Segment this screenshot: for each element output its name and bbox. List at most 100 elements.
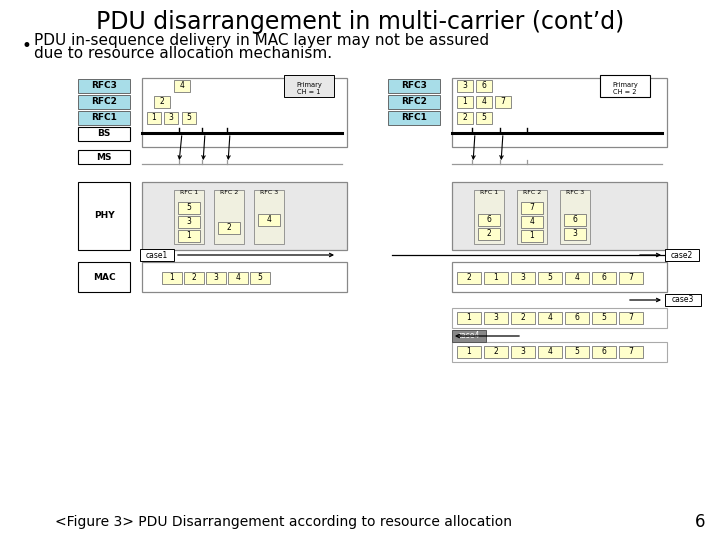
- Text: 6: 6: [482, 82, 487, 91]
- Bar: [142, 182, 347, 250]
- Bar: [565, 312, 589, 324]
- Bar: [214, 190, 244, 244]
- Text: CH = 1: CH = 1: [297, 89, 320, 95]
- Text: RFC 3: RFC 3: [260, 191, 278, 195]
- Bar: [154, 96, 170, 108]
- Bar: [218, 222, 240, 234]
- Bar: [388, 79, 440, 93]
- Bar: [452, 308, 667, 328]
- Text: 4: 4: [530, 218, 534, 226]
- Text: 3: 3: [494, 314, 498, 322]
- Text: RFC 1: RFC 1: [180, 191, 198, 195]
- Bar: [665, 294, 701, 306]
- Bar: [78, 150, 130, 164]
- Bar: [484, 346, 508, 358]
- Bar: [665, 249, 699, 261]
- Text: 7: 7: [530, 204, 534, 213]
- Text: case1: case1: [146, 251, 168, 260]
- Text: 6: 6: [602, 348, 606, 356]
- Text: 5: 5: [602, 314, 606, 322]
- Text: MAC: MAC: [93, 273, 115, 281]
- Text: RFC 2: RFC 2: [523, 191, 541, 195]
- Text: 1: 1: [530, 232, 534, 240]
- Bar: [511, 272, 535, 284]
- Bar: [560, 190, 590, 244]
- Text: RFC 3: RFC 3: [566, 191, 584, 195]
- Text: RFC3: RFC3: [91, 82, 117, 91]
- Bar: [142, 262, 347, 292]
- Text: 7: 7: [629, 273, 634, 282]
- Bar: [538, 272, 562, 284]
- Text: RFC2: RFC2: [91, 98, 117, 106]
- Bar: [258, 214, 280, 226]
- Text: 3: 3: [168, 113, 174, 123]
- Text: 7: 7: [629, 314, 634, 322]
- Bar: [78, 182, 130, 250]
- Bar: [538, 312, 562, 324]
- Bar: [142, 78, 347, 147]
- Bar: [619, 346, 643, 358]
- Bar: [457, 312, 481, 324]
- Text: 5: 5: [548, 273, 552, 282]
- Text: 1: 1: [170, 273, 174, 282]
- Bar: [147, 112, 161, 124]
- Bar: [452, 330, 486, 342]
- Bar: [254, 190, 284, 244]
- Text: 3: 3: [521, 273, 526, 282]
- Text: 4: 4: [548, 314, 552, 322]
- Text: 5: 5: [186, 113, 192, 123]
- Bar: [388, 111, 440, 125]
- Text: 2: 2: [494, 348, 498, 356]
- Bar: [521, 202, 543, 214]
- Text: 1: 1: [467, 348, 472, 356]
- Text: 4: 4: [575, 273, 580, 282]
- Text: 2: 2: [487, 230, 491, 239]
- Bar: [564, 228, 586, 240]
- Text: 5: 5: [482, 113, 487, 123]
- Bar: [564, 214, 586, 226]
- Text: 5: 5: [186, 204, 192, 213]
- Bar: [565, 346, 589, 358]
- Bar: [452, 342, 667, 362]
- Bar: [228, 272, 248, 284]
- Bar: [619, 272, 643, 284]
- Bar: [140, 249, 174, 261]
- Text: 6: 6: [572, 215, 577, 225]
- Bar: [592, 346, 616, 358]
- Text: <Figure 3> PDU Disarrangement according to resource allocation: <Figure 3> PDU Disarrangement according …: [55, 515, 512, 529]
- Text: 3: 3: [572, 230, 577, 239]
- Bar: [619, 312, 643, 324]
- Bar: [457, 272, 481, 284]
- Bar: [78, 95, 130, 109]
- Text: RFC3: RFC3: [401, 82, 427, 91]
- Text: 4: 4: [482, 98, 487, 106]
- Text: 3: 3: [521, 348, 526, 356]
- Text: RFC1: RFC1: [91, 113, 117, 123]
- Text: 6: 6: [575, 314, 580, 322]
- Text: 4: 4: [548, 348, 552, 356]
- Bar: [592, 272, 616, 284]
- Text: 1: 1: [494, 273, 498, 282]
- Bar: [521, 230, 543, 242]
- Text: 5: 5: [575, 348, 580, 356]
- Bar: [538, 346, 562, 358]
- Text: BS: BS: [97, 130, 111, 138]
- Bar: [517, 190, 547, 244]
- Bar: [162, 272, 182, 284]
- Bar: [457, 346, 481, 358]
- Bar: [250, 272, 270, 284]
- Bar: [78, 127, 130, 141]
- Text: 2: 2: [160, 98, 164, 106]
- Bar: [178, 202, 200, 214]
- Bar: [206, 272, 226, 284]
- Bar: [78, 111, 130, 125]
- Text: PHY: PHY: [94, 212, 114, 220]
- Bar: [484, 312, 508, 324]
- Bar: [178, 216, 200, 228]
- Text: •: •: [22, 37, 32, 55]
- Bar: [600, 75, 650, 97]
- Bar: [174, 190, 204, 244]
- Text: due to resource allocation mechanism.: due to resource allocation mechanism.: [34, 45, 332, 60]
- Bar: [521, 216, 543, 228]
- Bar: [457, 96, 473, 108]
